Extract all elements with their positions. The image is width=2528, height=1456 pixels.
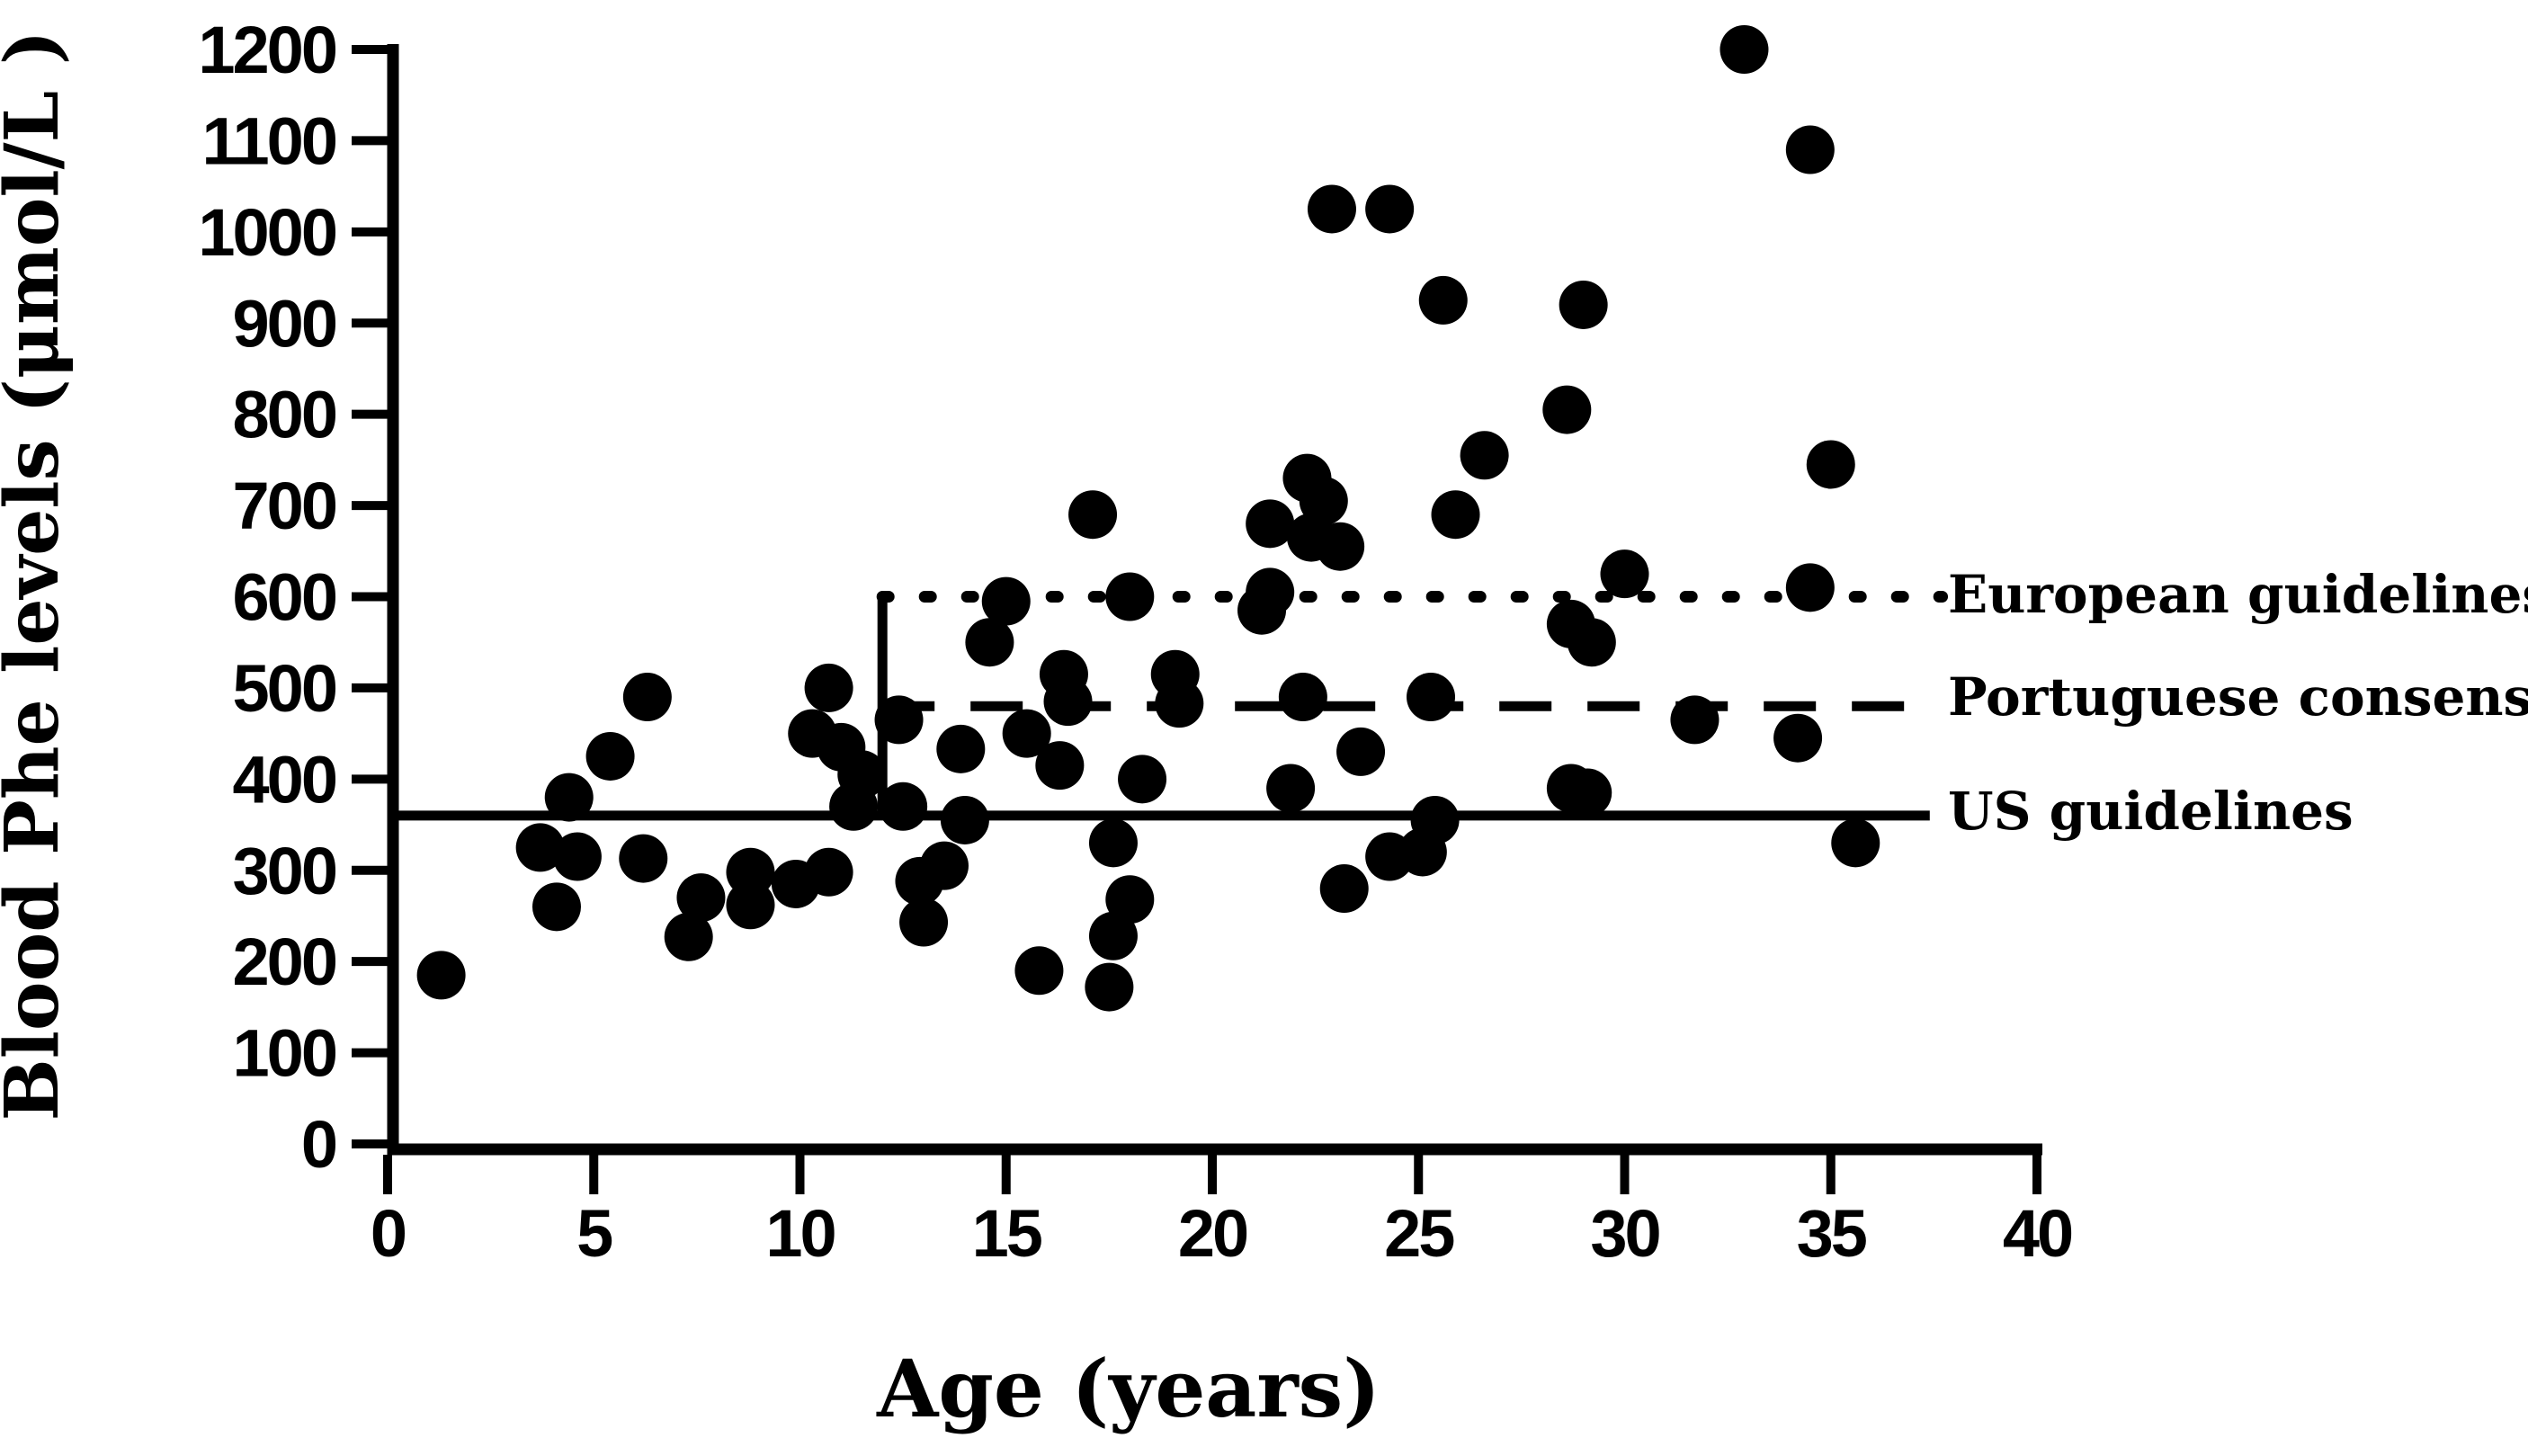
y-axis-title: Blood Phe levels (μmol/L ): [0, 30, 76, 1121]
x-tick-label: 20: [1178, 1196, 1247, 1271]
data-point: [416, 951, 466, 1000]
data-point: [1720, 25, 1769, 74]
x-tick-label: 25: [1384, 1196, 1454, 1271]
data-point: [940, 795, 989, 844]
data-point: [1407, 673, 1456, 722]
y-tick-label: 400: [233, 742, 336, 817]
y-tick-label: 600: [233, 560, 336, 635]
data-point: [1336, 727, 1386, 776]
data-point: [899, 898, 949, 947]
data-point: [1460, 431, 1509, 480]
data-point: [1105, 572, 1155, 621]
data-point: [544, 773, 594, 822]
data-point: [1831, 818, 1880, 868]
data-point: [804, 663, 853, 712]
x-axis-title: Age (years): [876, 1342, 1380, 1435]
x-tick-label: 30: [1590, 1196, 1659, 1271]
data-point: [1600, 549, 1649, 599]
x-tick-label: 35: [1797, 1196, 1867, 1271]
data-point: [1410, 795, 1460, 844]
y-tick-label: 200: [233, 925, 336, 999]
data-point: [1043, 677, 1093, 727]
data-point: [874, 695, 924, 745]
y-tick-label: 1000: [198, 195, 335, 270]
data-point: [532, 882, 581, 932]
data-point: [1567, 618, 1616, 667]
data-point: [1118, 755, 1167, 804]
data-point: [622, 673, 672, 722]
data-point: [1563, 768, 1612, 817]
legend-portuguese-consensus: Portuguese consensus: [1948, 666, 2528, 728]
data-point: [1559, 280, 1608, 329]
legend-us-guidelines: US guidelines: [1948, 781, 2354, 842]
data-point: [515, 823, 565, 872]
y-tick-label: 1100: [201, 103, 335, 178]
x-tick-label: 15: [972, 1196, 1042, 1271]
data-point: [919, 841, 969, 890]
data-point: [1246, 499, 1295, 549]
data-point: [1246, 567, 1295, 617]
data-point: [1068, 490, 1118, 540]
data-point: [1806, 440, 1855, 489]
data-point: [1088, 911, 1138, 960]
data-point: [1319, 864, 1369, 914]
data-point: [1105, 875, 1155, 925]
data-point: [804, 847, 853, 897]
data-point: [1014, 946, 1064, 996]
data-point: [837, 750, 887, 799]
data-point: [1088, 818, 1138, 868]
x-tick-label: 0: [371, 1196, 406, 1271]
data-point: [726, 847, 775, 897]
x-tick-label: 5: [576, 1196, 612, 1271]
data-point: [619, 834, 668, 883]
legend-european-guidelines: European guidelines: [1948, 564, 2528, 625]
data-point: [1418, 275, 1468, 325]
data-point: [1085, 962, 1134, 1012]
data-point: [552, 832, 602, 881]
y-tick-label: 0: [301, 1107, 336, 1182]
data-point: [1307, 184, 1356, 234]
y-tick-label: 300: [233, 834, 336, 908]
data-point: [1773, 713, 1823, 763]
y-tick-label: 500: [233, 651, 336, 726]
plot-area: 0 5 10 15 20 25 30 35 40010020030040050060070080…: [198, 13, 2075, 1271]
data-point: [1316, 522, 1365, 571]
data-point: [664, 912, 713, 961]
data-point: [1155, 679, 1204, 728]
y-tick-label: 700: [233, 469, 336, 543]
data-point: [1670, 695, 1720, 745]
data-point: [965, 618, 1014, 667]
data-point: [981, 576, 1031, 626]
data-point: [1035, 741, 1085, 791]
data-point: [936, 724, 986, 773]
data-point: [1002, 709, 1051, 758]
data-point: [1365, 184, 1415, 234]
data-point: [1542, 385, 1592, 434]
data-point: [1278, 673, 1327, 722]
x-tick-label: 40: [2003, 1196, 2072, 1271]
data-point: [676, 873, 726, 923]
y-tick-label: 900: [233, 286, 336, 361]
y-tick-label: 800: [233, 378, 336, 452]
y-tick-label: 1200: [198, 13, 335, 87]
y-tick-label: 100: [233, 1016, 336, 1091]
x-tick-label: 10: [765, 1196, 835, 1271]
data-point: [1266, 764, 1316, 813]
data-point: [879, 782, 928, 831]
data-point: [585, 731, 635, 781]
data-point: [1785, 563, 1835, 612]
data-point: [1299, 477, 1348, 526]
data-point: [1785, 125, 1835, 174]
data-point: [1431, 490, 1480, 540]
